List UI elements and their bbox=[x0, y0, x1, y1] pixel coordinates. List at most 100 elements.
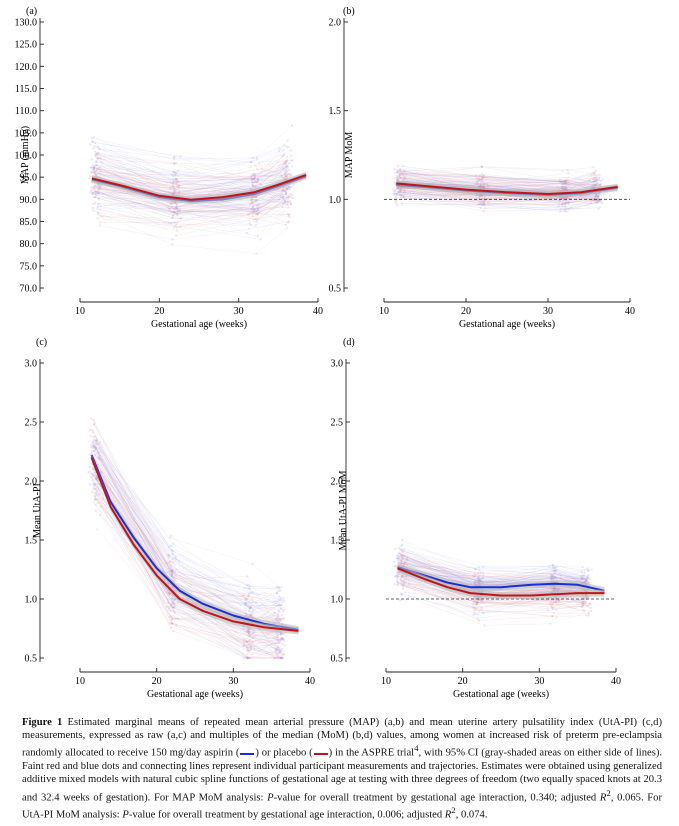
participant-measurement-dot bbox=[553, 587, 557, 590]
participant-measurement-dot bbox=[95, 475, 98, 478]
participant-measurement-dot bbox=[89, 434, 92, 438]
participant-measurement-dot bbox=[279, 196, 283, 199]
participant-trajectory bbox=[406, 586, 584, 617]
y-tick-label: 2.0 bbox=[25, 477, 38, 488]
participant-measurement-dot bbox=[483, 202, 486, 205]
participant-measurement-dot bbox=[173, 611, 177, 614]
participant-measurement-dot bbox=[95, 151, 99, 155]
participant-measurement-dot bbox=[401, 583, 404, 587]
participant-measurement-dot bbox=[399, 579, 403, 582]
participant-measurement-dot bbox=[592, 199, 595, 202]
participant-measurement-dot bbox=[256, 212, 259, 216]
participant-measurement-dot bbox=[248, 614, 252, 617]
participant-measurement-dot bbox=[403, 170, 407, 173]
participant-trajectory bbox=[91, 186, 284, 216]
participant-measurement-dot bbox=[566, 183, 569, 186]
participant-measurement-dot bbox=[254, 177, 257, 180]
participant-trajectory bbox=[404, 170, 597, 185]
participant-measurement-dot bbox=[173, 189, 176, 193]
participant-measurement-dot bbox=[478, 194, 481, 197]
y-tick-label: 2.5 bbox=[25, 418, 38, 429]
participant-measurement-dot bbox=[252, 181, 255, 184]
participant-measurement-dot bbox=[403, 175, 406, 178]
participant-measurement-dot bbox=[246, 587, 250, 590]
participant-measurement-dot bbox=[402, 562, 406, 565]
participant-measurement-dot bbox=[250, 178, 254, 181]
participant-measurement-dot bbox=[93, 444, 96, 447]
participant-measurement-dot bbox=[593, 181, 596, 184]
participant-trajectory bbox=[100, 173, 287, 196]
participant-trajectory bbox=[402, 588, 588, 619]
participant-measurement-dot bbox=[248, 638, 251, 642]
participant-measurement-dot bbox=[278, 641, 281, 644]
participant-measurement-dot bbox=[91, 474, 95, 477]
participant-measurement-dot bbox=[394, 200, 397, 203]
participant-trajectory bbox=[92, 444, 284, 610]
participant-trajectory bbox=[401, 197, 598, 209]
participant-measurement-dot bbox=[596, 198, 600, 202]
participant-trajectory bbox=[99, 145, 285, 172]
participant-measurement-dot bbox=[284, 168, 287, 171]
participant-measurement-dot bbox=[400, 559, 403, 563]
participant-measurement-dot bbox=[551, 574, 555, 577]
participant-measurement-dot bbox=[587, 603, 591, 606]
participant-measurement-dot bbox=[583, 574, 586, 577]
participant-measurement-dot bbox=[174, 224, 177, 228]
participant-trajectory bbox=[97, 157, 286, 190]
y-tick-label: 2.0 bbox=[329, 18, 342, 29]
participant-measurement-dot bbox=[582, 602, 586, 605]
participant-measurement-dot bbox=[403, 554, 406, 557]
participant-measurement-dot bbox=[285, 196, 289, 199]
participant-measurement-dot bbox=[254, 635, 257, 638]
participant-measurement-dot bbox=[560, 197, 563, 200]
participant-measurement-dot bbox=[398, 559, 401, 562]
participant-measurement-dot bbox=[402, 191, 405, 194]
participant-measurement-dot bbox=[398, 599, 402, 602]
participant-trajectory bbox=[397, 170, 600, 182]
participant-measurement-dot bbox=[479, 579, 482, 582]
participant-measurement-dot bbox=[562, 197, 565, 200]
participant-measurement-dot bbox=[472, 574, 475, 578]
participant-measurement-dot bbox=[563, 187, 566, 190]
participant-measurement-dot bbox=[92, 444, 95, 448]
participant-measurement-dot bbox=[172, 226, 176, 229]
participant-measurement-dot bbox=[250, 174, 253, 177]
participant-measurement-dot bbox=[278, 651, 281, 655]
participant-measurement-dot bbox=[398, 169, 401, 173]
participant-measurement-dot bbox=[283, 153, 286, 156]
participant-measurement-dot bbox=[396, 577, 399, 580]
participant-measurement-dot bbox=[403, 560, 406, 564]
participant-measurement-dot bbox=[277, 647, 281, 650]
participant-measurement-dot bbox=[276, 638, 280, 641]
participant-measurement-dot bbox=[286, 198, 289, 201]
participant-measurement-dot bbox=[92, 166, 96, 170]
participant-measurement-dot bbox=[554, 577, 558, 580]
participant-measurement-dot bbox=[256, 208, 259, 211]
participant-measurement-dot bbox=[172, 178, 175, 181]
participant-measurement-dot bbox=[282, 167, 285, 170]
participant-measurement-dot bbox=[284, 160, 287, 163]
participant-measurement-dot bbox=[394, 192, 398, 195]
participant-measurement-dot bbox=[245, 584, 248, 587]
participant-trajectory bbox=[91, 187, 281, 215]
participant-trajectory bbox=[401, 581, 587, 604]
participant-measurement-dot bbox=[281, 155, 284, 158]
participant-measurement-dot bbox=[171, 601, 175, 604]
participant-measurement-dot bbox=[395, 192, 398, 196]
participant-measurement-dot bbox=[174, 574, 177, 577]
participant-measurement-dot bbox=[563, 180, 566, 183]
participant-measurement-dot bbox=[406, 555, 409, 559]
participant-measurement-dot bbox=[478, 185, 482, 188]
participant-measurement-dot bbox=[171, 557, 174, 561]
participant-measurement-dot bbox=[282, 197, 285, 200]
participant-measurement-dot bbox=[549, 603, 552, 606]
participant-measurement-dot bbox=[243, 593, 246, 597]
participant-measurement-dot bbox=[173, 158, 176, 161]
participant-measurement-dot bbox=[94, 439, 98, 442]
participant-measurement-dot bbox=[474, 567, 477, 571]
participant-measurement-dot bbox=[254, 200, 257, 203]
participant-trajectory bbox=[395, 172, 594, 189]
participant-measurement-dot bbox=[170, 575, 173, 578]
participant-measurement-dot bbox=[592, 172, 595, 176]
